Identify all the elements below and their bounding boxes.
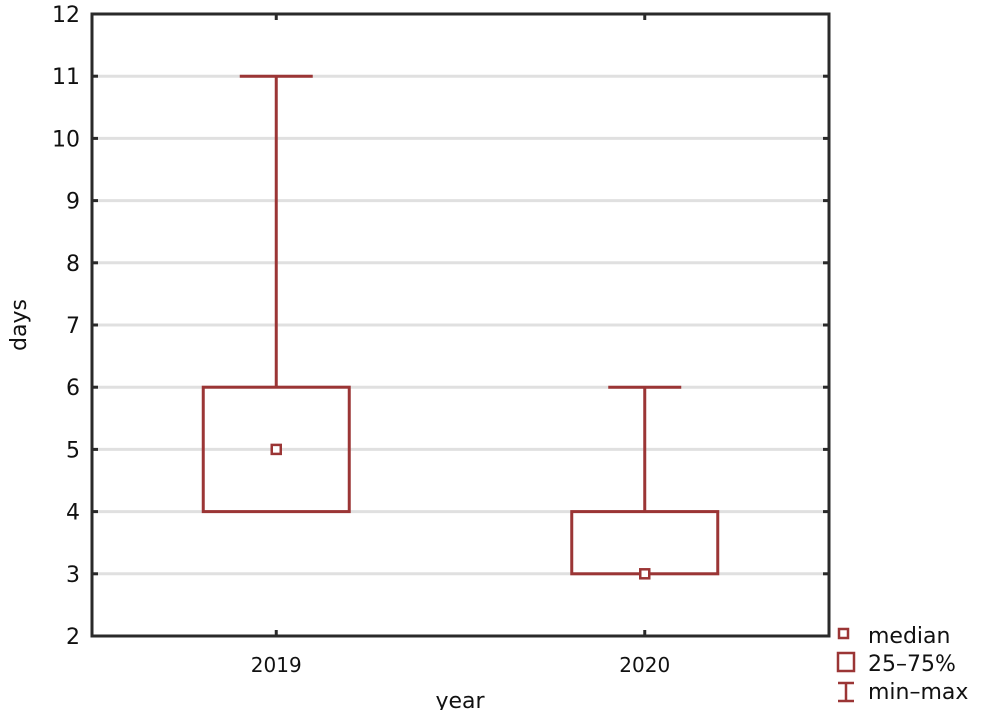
y-tick-label: 7 bbox=[66, 314, 80, 339]
y-tick-label: 5 bbox=[66, 438, 80, 463]
box-marks bbox=[201, 74, 720, 580]
y-tick-label: 9 bbox=[66, 190, 80, 215]
iqr-box bbox=[570, 510, 720, 576]
legend-box-swatch bbox=[836, 651, 856, 673]
y-axis-label: days bbox=[7, 299, 32, 351]
y-tick-label: 3 bbox=[66, 563, 80, 588]
median-marker bbox=[639, 568, 651, 580]
y-tick-label: 8 bbox=[66, 252, 80, 277]
y-tick-label: 12 bbox=[52, 3, 80, 28]
y-tick-label: 2 bbox=[66, 625, 80, 650]
y-tick-label: 4 bbox=[66, 501, 80, 526]
box-2020 bbox=[570, 385, 720, 580]
legend-box-label: 25–75% bbox=[868, 652, 956, 677]
iqr-box bbox=[201, 385, 351, 514]
x-tick-label: 2019 bbox=[251, 653, 302, 677]
x-axis-ticks: 2019 2020 bbox=[251, 14, 670, 677]
x-axis-label: year bbox=[435, 689, 485, 710]
box-2019 bbox=[201, 74, 351, 514]
legend-whisker-label: min–max bbox=[868, 680, 968, 705]
legend-median-label: median bbox=[868, 624, 950, 649]
y-tick-label: 10 bbox=[52, 127, 80, 152]
y-axis-ticks: 2 3 4 5 6 7 8 9 10 11 12 bbox=[52, 3, 829, 650]
legend: median 25–75% min–max bbox=[836, 624, 968, 705]
x-tick-label: 2020 bbox=[619, 653, 670, 677]
median-marker bbox=[270, 443, 282, 456]
legend-median-swatch bbox=[837, 627, 850, 640]
legend-whisker-swatch bbox=[838, 681, 854, 703]
y-tick-label: 6 bbox=[66, 376, 80, 401]
y-tick-label: 11 bbox=[52, 65, 80, 90]
